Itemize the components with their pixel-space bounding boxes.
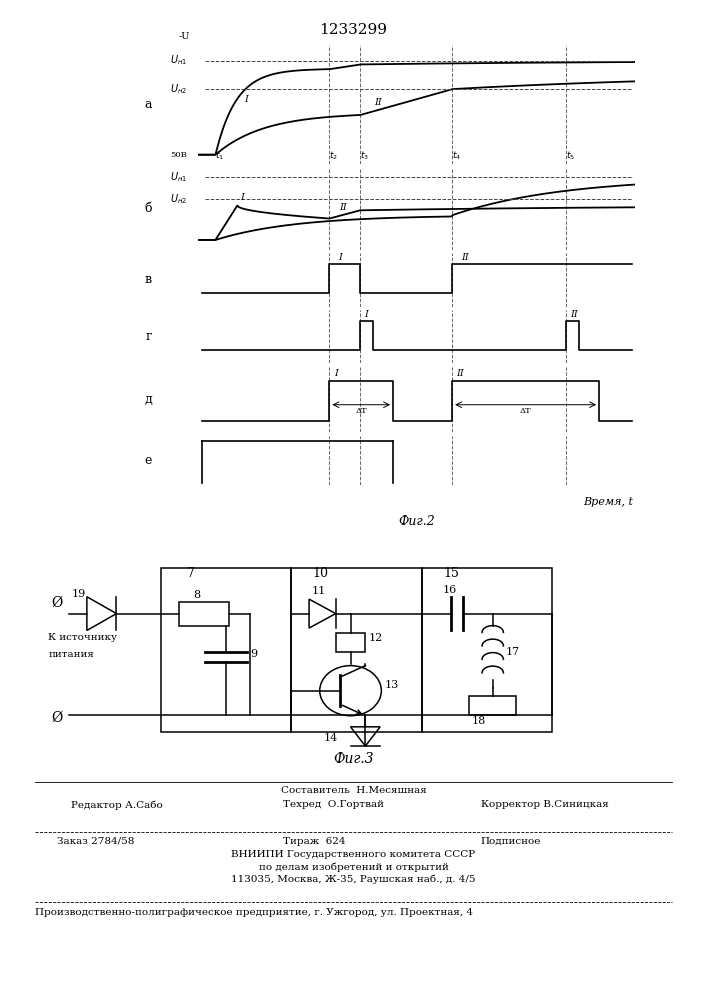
Text: д: д	[145, 393, 152, 406]
Text: Заказ 2784/58: Заказ 2784/58	[57, 837, 134, 846]
Text: I: I	[240, 193, 244, 202]
Text: ВНИИПИ Государственного комитета СССР: ВНИИПИ Государственного комитета СССР	[231, 850, 476, 859]
Text: $U_{н2}$: $U_{н2}$	[170, 82, 187, 96]
Text: 12: 12	[368, 633, 382, 643]
Text: 13: 13	[385, 680, 399, 690]
Text: Тираж  624: Тираж 624	[283, 837, 345, 846]
Text: -U: -U	[179, 32, 191, 41]
Text: Ø: Ø	[52, 595, 62, 609]
Text: 7: 7	[187, 567, 194, 580]
Text: 11: 11	[312, 586, 326, 596]
Text: 8: 8	[194, 590, 201, 600]
Text: К источнику: К источнику	[48, 633, 117, 642]
Text: в: в	[145, 273, 152, 286]
Text: I: I	[244, 95, 248, 104]
Text: по делам изобретений и открытий: по делам изобретений и открытий	[259, 862, 448, 871]
Text: 10: 10	[313, 567, 329, 580]
Text: Время, t: Время, t	[583, 497, 633, 507]
Text: Фиг.3: Фиг.3	[333, 752, 374, 766]
Bar	[421, 568, 552, 732]
Text: II: II	[461, 253, 469, 262]
Text: I: I	[338, 253, 342, 262]
Text: Техред  О.Гортвай: Техред О.Гортвай	[283, 800, 384, 809]
Text: 19: 19	[72, 589, 86, 599]
Bar	[291, 568, 421, 732]
Text: 18: 18	[472, 716, 486, 726]
Text: II: II	[339, 203, 346, 212]
Text: б: б	[145, 202, 152, 215]
Text: 14: 14	[324, 733, 338, 743]
Text: $t_2$: $t_2$	[329, 149, 339, 162]
Text: $t_4$: $t_4$	[452, 149, 461, 162]
Text: II: II	[457, 369, 464, 378]
Text: 113035, Москва, Ж-35, Раушская наб., д. 4/5: 113035, Москва, Ж-35, Раушская наб., д. …	[231, 874, 476, 884]
Text: питания: питания	[48, 650, 94, 659]
Text: Составитель  Н.Месяшная: Составитель Н.Месяшная	[281, 786, 426, 795]
Text: 1233299: 1233299	[320, 23, 387, 37]
Text: II: II	[571, 310, 578, 319]
Text: ΔT: ΔT	[356, 407, 367, 415]
Text: $t_1$: $t_1$	[216, 149, 224, 162]
Text: I: I	[334, 369, 338, 378]
Text: Фиг.2: Фиг.2	[399, 515, 436, 528]
Text: Подписное: Подписное	[481, 837, 541, 846]
Text: $U_{н2}$: $U_{н2}$	[170, 192, 187, 206]
Bar	[469, 696, 516, 715]
Text: Ø: Ø	[52, 711, 62, 725]
Text: а: а	[145, 98, 152, 111]
Bar	[161, 568, 291, 732]
Text: 15: 15	[443, 567, 460, 580]
Text: г: г	[145, 330, 152, 343]
Text: 9: 9	[250, 649, 257, 659]
Text: Редактор А.Сабо: Редактор А.Сабо	[71, 800, 163, 810]
Bar	[336, 633, 366, 652]
Text: 50В: 50В	[170, 151, 187, 159]
Text: Производственно-полиграфическое предприятие, г. Ужгород, ул. Проектная, 4: Производственно-полиграфическое предприя…	[35, 908, 474, 917]
Text: 17: 17	[506, 647, 520, 657]
Text: $t_3$: $t_3$	[360, 149, 369, 162]
Text: 16: 16	[443, 585, 457, 595]
Text: II: II	[374, 98, 382, 107]
Text: I: I	[365, 310, 368, 319]
Text: $U_{н1}$: $U_{н1}$	[170, 171, 187, 184]
Text: $U_{н1}$: $U_{н1}$	[170, 54, 187, 67]
Bar	[179, 602, 229, 626]
Text: $t_5$: $t_5$	[566, 149, 575, 162]
Text: Корректор В.Синицкая: Корректор В.Синицкая	[481, 800, 609, 809]
Text: ΔT: ΔT	[520, 407, 532, 415]
Text: е: е	[145, 454, 152, 467]
